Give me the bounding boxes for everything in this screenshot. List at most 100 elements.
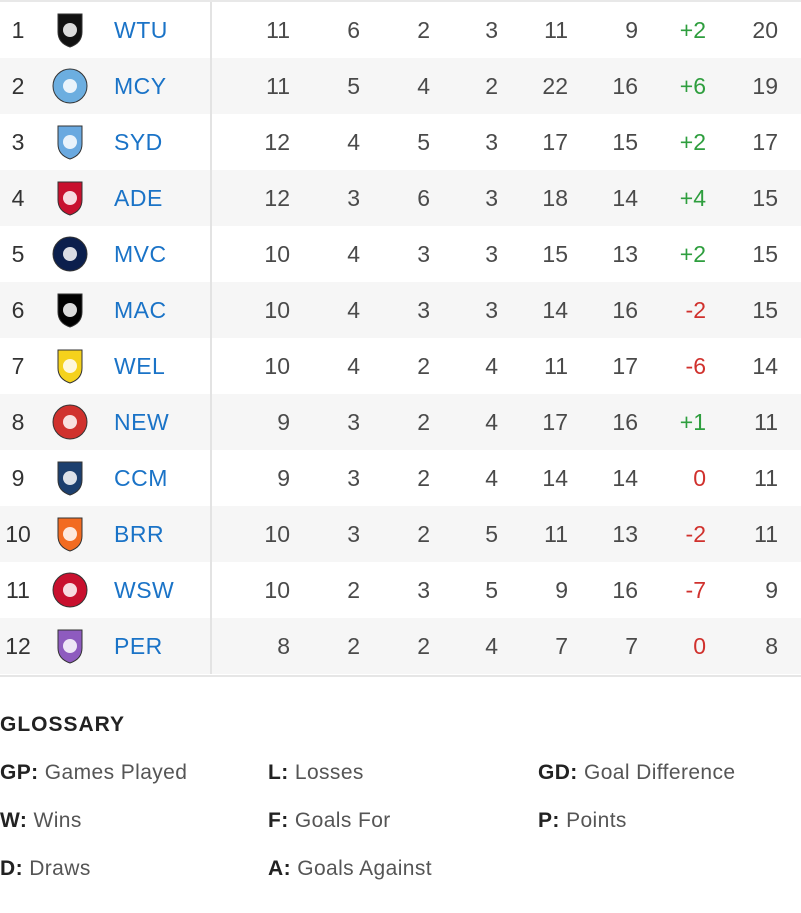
p-cell: 8	[765, 633, 778, 659]
wellington-phoenix-logo-icon	[57, 349, 83, 384]
a-cell: 9	[625, 17, 638, 43]
team-link[interactable]: SYD	[114, 129, 163, 155]
gd-cell: 0	[693, 465, 706, 491]
gp-cell: 9	[277, 465, 290, 491]
w-cell: 3	[347, 465, 360, 491]
f-cell: 14	[542, 465, 568, 491]
team-link[interactable]: PER	[114, 633, 163, 659]
d-cell: 4	[417, 73, 430, 99]
f-cell: 22	[542, 73, 568, 99]
p-cell: 11	[754, 465, 778, 491]
macarthur-fc-logo-icon	[57, 293, 83, 328]
l-cell: 3	[485, 129, 498, 155]
gp-cell: 10	[264, 521, 290, 547]
rank-cell: 8	[11, 409, 25, 435]
team-link[interactable]: WTU	[114, 17, 168, 43]
d-cell: 2	[417, 17, 430, 43]
p-cell: 11	[754, 409, 778, 435]
rank-cell: 5	[11, 241, 25, 267]
column-divider	[210, 226, 212, 282]
rank-cell: 2	[11, 73, 25, 99]
western-united-logo-icon	[57, 13, 83, 48]
f-cell: 11	[544, 17, 568, 43]
column-divider	[210, 282, 212, 338]
newcastle-jets-logo-icon	[52, 404, 88, 440]
p-cell: 15	[752, 185, 778, 211]
w-cell: 2	[347, 577, 360, 603]
a-cell: 14	[612, 185, 638, 211]
table-row[interactable]: 6 MAC 10 4 3 3 14 16 -2 15	[0, 282, 801, 338]
rank-cell: 4	[11, 185, 25, 211]
glossary-item-gp: GP: Games Played	[0, 761, 188, 784]
standings-table: 1 WTU 11 6 2 3 11 9 +2 20 2 MCY 11 5 4 2 22 16 +6 19 3 SYD 12 4…	[0, 0, 801, 674]
rank-cell: 3	[11, 129, 25, 155]
a-cell: 16	[612, 297, 638, 323]
team-link[interactable]: WEL	[114, 353, 166, 379]
gd-cell: -6	[685, 353, 706, 379]
a-cell: 13	[612, 521, 638, 547]
w-cell: 2	[347, 633, 360, 659]
table-row[interactable]: 2 MCY 11 5 4 2 22 16 +6 19	[0, 58, 801, 114]
l-cell: 4	[485, 465, 498, 491]
perth-glory-logo-icon	[57, 629, 83, 664]
team-link[interactable]: ADE	[114, 185, 163, 211]
team-link[interactable]: NEW	[114, 409, 170, 435]
table-row[interactable]: 9 CCM 9 3 2 4 14 14 0 11	[0, 450, 801, 506]
l-cell: 4	[485, 353, 498, 379]
a-cell: 17	[612, 353, 638, 379]
d-cell: 2	[417, 409, 430, 435]
f-cell: 15	[542, 241, 568, 267]
d-cell: 2	[417, 465, 430, 491]
table-row[interactable]: 11 WSW 10 2 3 5 9 16 -7 9	[0, 562, 801, 618]
table-row[interactable]: 12 PER 8 2 2 4 7 7 0 8	[0, 618, 801, 674]
p-cell: 15	[752, 241, 778, 267]
column-divider	[210, 58, 212, 114]
team-link[interactable]: MAC	[114, 297, 167, 323]
a-cell: 13	[612, 241, 638, 267]
d-cell: 2	[417, 521, 430, 547]
d-cell: 3	[417, 577, 430, 603]
f-cell: 17	[542, 129, 568, 155]
gp-cell: 9	[277, 409, 290, 435]
l-cell: 3	[485, 17, 498, 43]
table-row[interactable]: 8 NEW 9 3 2 4 17 16 +1 11	[0, 394, 801, 450]
table-row[interactable]: 7 WEL 10 4 2 4 11 17 -6 14	[0, 338, 801, 394]
gd-cell: -2	[685, 521, 706, 547]
l-cell: 2	[485, 73, 498, 99]
gp-cell: 8	[277, 633, 290, 659]
rank-cell: 12	[5, 633, 31, 659]
column-divider	[210, 506, 212, 562]
gd-cell: +6	[679, 73, 706, 99]
glossary-item-w: W: Wins	[0, 809, 82, 832]
l-cell: 5	[485, 577, 498, 603]
w-cell: 4	[347, 297, 360, 323]
table-row[interactable]: 4 ADE 12 3 6 3 18 14 +4 15	[0, 170, 801, 226]
table-bottom-divider	[0, 675, 801, 677]
f-cell: 9	[555, 577, 568, 603]
table-row[interactable]: 3 SYD 12 4 5 3 17 15 +2 17	[0, 114, 801, 170]
team-link[interactable]: MCY	[114, 73, 167, 99]
w-cell: 5	[347, 73, 360, 99]
d-cell: 5	[417, 129, 430, 155]
d-cell: 6	[417, 185, 430, 211]
gd-cell: +2	[679, 129, 706, 155]
w-cell: 4	[347, 129, 360, 155]
table-row[interactable]: 10 BRR 10 3 2 5 11 13 -2 11	[0, 506, 801, 562]
w-cell: 3	[347, 185, 360, 211]
sydney-fc-logo-icon	[57, 125, 83, 160]
gd-cell: -7	[685, 577, 706, 603]
team-link[interactable]: BRR	[114, 521, 165, 547]
w-cell: 6	[347, 17, 360, 43]
table-row[interactable]: 5 MVC 10 4 3 3 15 13 +2 15	[0, 226, 801, 282]
glossary-item-p: P: Points	[538, 809, 627, 832]
gp-cell: 10	[264, 297, 290, 323]
team-link[interactable]: WSW	[114, 577, 175, 603]
column-divider	[210, 170, 212, 226]
w-cell: 3	[347, 409, 360, 435]
table-row[interactable]: 1 WTU 11 6 2 3 11 9 +2 20	[0, 2, 801, 58]
rank-cell: 9	[11, 465, 25, 491]
p-cell: 17	[752, 129, 778, 155]
team-link[interactable]: CCM	[114, 465, 168, 491]
team-link[interactable]: MVC	[114, 241, 167, 267]
glossary-item-d: D: Draws	[0, 857, 91, 880]
